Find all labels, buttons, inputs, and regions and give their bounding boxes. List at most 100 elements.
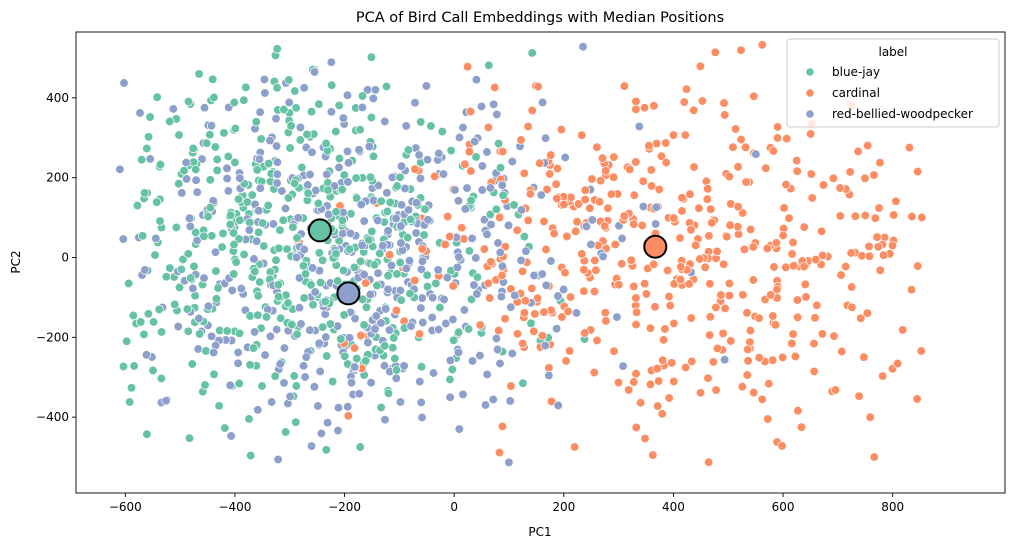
point-blue-jay [291,103,301,113]
point-red-bellied-woodpecker [313,401,323,411]
point-cardinal [527,105,537,116]
point-blue-jay [189,261,199,271]
point-cardinal [772,284,782,295]
point-cardinal [707,218,717,228]
point-red-bellied-woodpecker [321,332,331,342]
point-cardinal [705,312,715,322]
point-cardinal [667,358,677,368]
point-cardinal [519,168,529,178]
point-blue-jay [183,249,193,259]
point-cardinal [835,211,845,221]
point-cardinal [679,97,689,107]
point-red-bellied-woodpecker [181,157,191,168]
point-blue-jay [338,265,349,276]
point-red-bellied-woodpecker [417,412,427,423]
point-red-bellied-woodpecker [343,158,354,168]
point-red-bellied-woodpecker [497,180,507,190]
point-cardinal [506,381,516,391]
point-blue-jay [431,278,441,289]
point-red-bellied-woodpecker [193,344,203,354]
point-cardinal [648,450,658,460]
point-blue-jay [389,333,399,343]
point-blue-jay [207,231,217,241]
point-blue-jay [279,104,289,115]
point-red-bellied-woodpecker [399,361,409,371]
point-cardinal [793,406,803,416]
point-red-bellied-woodpecker [310,287,320,297]
point-cardinal [523,121,533,132]
point-red-bellied-woodpecker [188,283,198,294]
point-blue-jay [256,134,266,144]
point-cardinal [779,203,789,213]
point-blue-jay [143,132,154,142]
point-blue-jay [315,277,326,288]
point-cardinal [869,452,879,462]
point-blue-jay [272,83,282,93]
point-cardinal [637,220,647,231]
point-cardinal [465,106,476,117]
point-blue-jay [420,204,430,214]
point-blue-jay [283,298,293,308]
point-blue-jay [250,266,260,277]
point-cardinal [590,255,600,266]
x-tick-label: 400 [662,500,685,514]
point-blue-jay [185,273,196,283]
point-blue-jay [422,270,432,280]
point-red-bellied-woodpecker [541,280,551,290]
point-cardinal [757,40,767,50]
point-blue-jay [526,318,536,328]
point-red-bellied-woodpecker [265,331,276,341]
point-cardinal [728,142,738,152]
median-marker-blue-jay [307,218,332,243]
point-cardinal [695,61,706,71]
point-blue-jay [190,227,201,238]
point-red-bellied-woodpecker [223,186,234,196]
point-cardinal [675,274,686,285]
point-red-bellied-woodpecker [362,85,373,95]
chart-title: PCA of Bird Call Embeddings with Median … [356,10,724,26]
y-tick-label: −400 [36,410,69,424]
x-tick-label: 600 [772,500,795,514]
point-blue-jay [187,359,197,369]
point-blue-jay [174,179,184,189]
point-blue-jay [286,121,296,131]
y-tick-label: 400 [46,91,69,105]
point-blue-jay [272,44,282,54]
point-blue-jay [321,138,331,149]
point-cardinal [807,193,817,203]
point-cardinal [518,338,528,349]
point-red-bellied-woodpecker [314,338,324,348]
point-blue-jay [156,327,167,337]
point-cardinal [619,211,629,221]
point-cardinal [445,231,455,242]
point-blue-jay [203,211,213,222]
point-cardinal [777,441,787,451]
point-cardinal [610,239,620,250]
point-cardinal [830,385,841,395]
point-cardinal [906,285,917,295]
point-red-bellied-woodpecker [448,314,458,325]
point-red-bellied-woodpecker [383,284,393,295]
point-cardinal [706,204,716,214]
point-blue-jay [132,200,143,211]
point-red-bellied-woodpecker [326,107,337,117]
point-red-bellied-woodpecker [356,199,366,210]
point-cardinal [705,279,715,289]
point-cardinal [448,281,458,291]
point-cardinal [601,166,611,176]
point-red-bellied-woodpecker [504,457,514,468]
point-blue-jay [349,262,360,273]
point-red-bellied-woodpecker [386,260,397,271]
point-cardinal [887,240,898,251]
point-cardinal [704,231,714,241]
point-blue-jay [306,280,316,290]
point-red-bellied-woodpecker [454,252,464,262]
point-cardinal [552,163,563,174]
point-red-bellied-woodpecker [194,313,204,324]
point-cardinal [892,358,903,369]
point-red-bellied-woodpecker [225,380,235,390]
point-blue-jay [314,99,324,109]
point-cardinal [442,211,453,222]
point-cardinal [870,213,880,223]
